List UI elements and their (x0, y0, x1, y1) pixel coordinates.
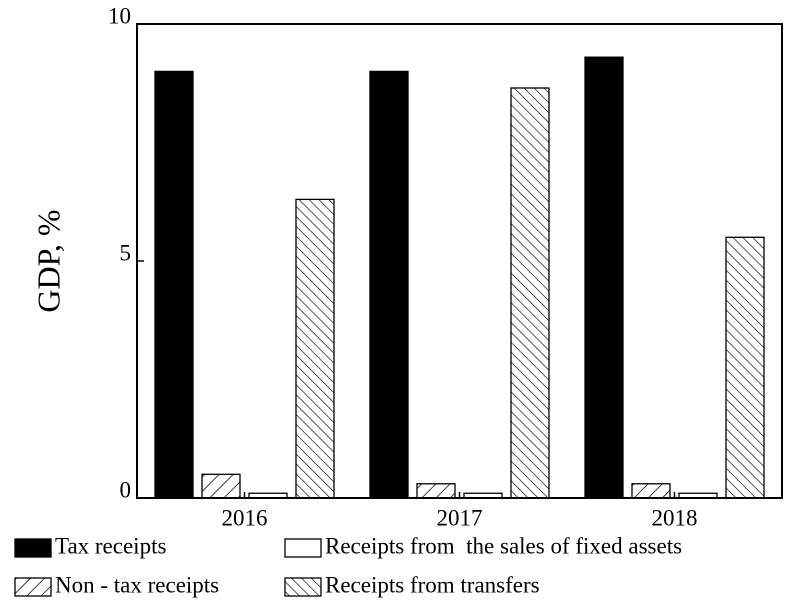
y-axis-label: GDP, % (30, 209, 66, 312)
bar (584, 56, 624, 499)
bar (369, 70, 409, 499)
bar (154, 70, 194, 499)
y-tick-label: 5 (120, 240, 132, 265)
legend-swatch (284, 577, 322, 597)
bar (631, 483, 671, 499)
bar (201, 473, 241, 499)
bar (416, 483, 456, 499)
legend-label: Receipts from transfers (325, 572, 540, 597)
y-tick-label: 10 (108, 3, 131, 28)
x-tick-label: 2016 (222, 505, 268, 530)
x-tick-label: 2018 (652, 505, 698, 530)
legend-swatch (14, 538, 52, 558)
legend-swatch (284, 538, 322, 558)
y-tick-label: 0 (120, 477, 132, 502)
legend-label: Tax receipts (55, 533, 166, 558)
legend-swatch (14, 577, 52, 597)
bar (725, 236, 765, 499)
x-tick-label: 2017 (437, 505, 483, 530)
legend-label: Non - tax receipts (55, 572, 219, 597)
bar (510, 87, 550, 499)
plot-frame (136, 23, 783, 499)
bar (295, 198, 335, 499)
legend-label: Receipts from the sales of fixed assets (325, 533, 682, 558)
